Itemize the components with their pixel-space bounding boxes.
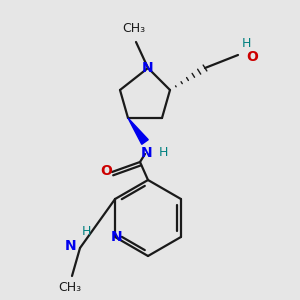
Text: CH₃: CH₃ xyxy=(58,281,82,294)
Text: H: H xyxy=(82,225,92,238)
Text: O: O xyxy=(100,164,112,178)
Text: N: N xyxy=(142,61,154,75)
Text: O: O xyxy=(246,50,258,64)
Text: N: N xyxy=(64,239,76,253)
Text: CH₃: CH₃ xyxy=(122,22,146,35)
Polygon shape xyxy=(128,118,148,144)
Text: N: N xyxy=(141,146,153,160)
Text: N: N xyxy=(110,230,122,244)
Text: H: H xyxy=(242,37,251,50)
Text: H: H xyxy=(159,146,168,159)
